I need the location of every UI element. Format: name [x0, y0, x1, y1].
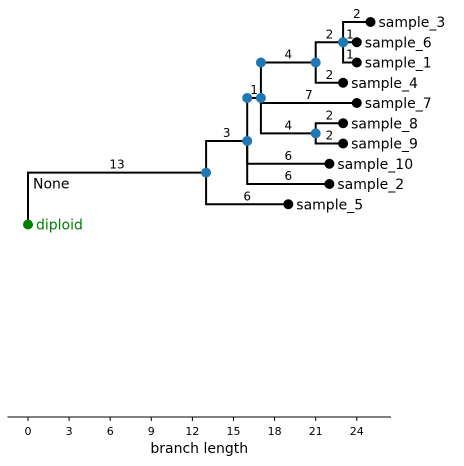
leaf-node-sample_1	[351, 57, 362, 68]
internal-node-n21b	[310, 128, 321, 139]
x-tick-label-0: 0	[25, 425, 32, 438]
leaf-node-sample_8	[338, 118, 349, 129]
leaf-label-sample_7: sample_7	[365, 96, 432, 112]
leaf-node-sample_2	[324, 179, 335, 189]
root-node	[23, 219, 33, 230]
x-tick-label-18: 18	[268, 425, 282, 438]
internal-node-n16b	[242, 92, 253, 103]
branch-sample_2	[246, 139, 331, 185]
leaf-node-sample_7	[351, 98, 362, 108]
x-tick-label-3: 3	[66, 425, 73, 438]
branch-sample_5	[205, 171, 290, 206]
branch-length-sample_4: 2	[326, 68, 334, 82]
branch-length-sample_2: 6	[284, 169, 292, 183]
root-note-label: None	[33, 177, 70, 193]
x-tick-label-12: 12	[185, 425, 199, 438]
leaf-label-sample_10: sample_10	[337, 157, 413, 173]
branch-length-n13: 13	[109, 158, 124, 172]
leaf-node-sample_10	[324, 158, 335, 169]
branch-sample_4	[314, 61, 345, 84]
x-tick-label-24: 24	[350, 425, 364, 438]
x-axis: 0 3 6 9 12 15 18 21 24 branch length	[7, 416, 392, 457]
node-labels: diploid sample_5 sample_10 sample_2 sample_7…	[36, 15, 445, 234]
leaf-node-sample_9	[338, 138, 349, 149]
internal-node-n13	[201, 167, 212, 178]
leaf-node-sample_5	[283, 199, 294, 210]
leaf-node-sample_3	[365, 17, 376, 27]
branch-length-n21b: 4	[284, 118, 292, 132]
leaf-label-sample_6: sample_6	[365, 35, 432, 51]
branch-length-sample_9: 2	[326, 129, 334, 143]
leaf-node-sample_6	[351, 37, 362, 48]
leaf-label-sample_5: sample_5	[296, 197, 363, 213]
internal-node-n16a	[242, 135, 253, 146]
branch-length-n16a: 3	[223, 126, 231, 140]
branch-length-sample_5: 6	[243, 189, 251, 203]
leaf-label-sample_9: sample_9	[351, 137, 418, 153]
x-tick-label-9: 9	[148, 425, 155, 438]
branch-length-sample_10: 6	[284, 149, 292, 163]
leaf-label-sample_1: sample_1	[365, 56, 432, 72]
leaf-label-sample_8: sample_8	[351, 116, 418, 132]
root-label: diploid	[36, 218, 83, 234]
leaf-label-sample_2: sample_2	[337, 177, 404, 193]
leaf-label-sample_4: sample_4	[351, 76, 418, 92]
internal-node-n23b	[338, 37, 349, 48]
branch-length-n17a: 1	[250, 83, 258, 97]
leaf-node-sample_4	[338, 77, 349, 88]
branch-n23a	[314, 41, 345, 64]
branch-length-sample_1: 1	[346, 48, 354, 62]
tree-branches	[27, 21, 372, 226]
branch-length-sample_6: 1	[346, 27, 354, 41]
internal-node-n17a	[255, 92, 266, 103]
x-tick-label-21: 21	[309, 425, 323, 438]
branch-length-sample_8: 2	[326, 108, 334, 122]
tree-nodes	[23, 17, 376, 230]
branch-n16a	[205, 139, 249, 174]
branch-length-sample_7: 7	[305, 88, 313, 102]
leaf-label-sample_3: sample_3	[379, 15, 446, 31]
x-tick-label-6: 6	[107, 425, 114, 438]
x-axis-ticks: 0 3 6 9 12 15 18 21 24	[25, 417, 364, 438]
branch-length-n23a: 2	[326, 27, 334, 41]
branch-length-sample_3: 2	[353, 7, 361, 21]
internal-node-n17b	[255, 57, 266, 68]
branch-n21b	[259, 96, 317, 135]
internal-node-n21a	[310, 57, 321, 68]
branch-n13	[27, 171, 208, 226]
x-axis-title: branch length	[150, 441, 248, 457]
branch-sample_3	[342, 21, 372, 44]
branch-length-n21a: 4	[284, 48, 292, 62]
x-tick-label-15: 15	[227, 425, 241, 438]
